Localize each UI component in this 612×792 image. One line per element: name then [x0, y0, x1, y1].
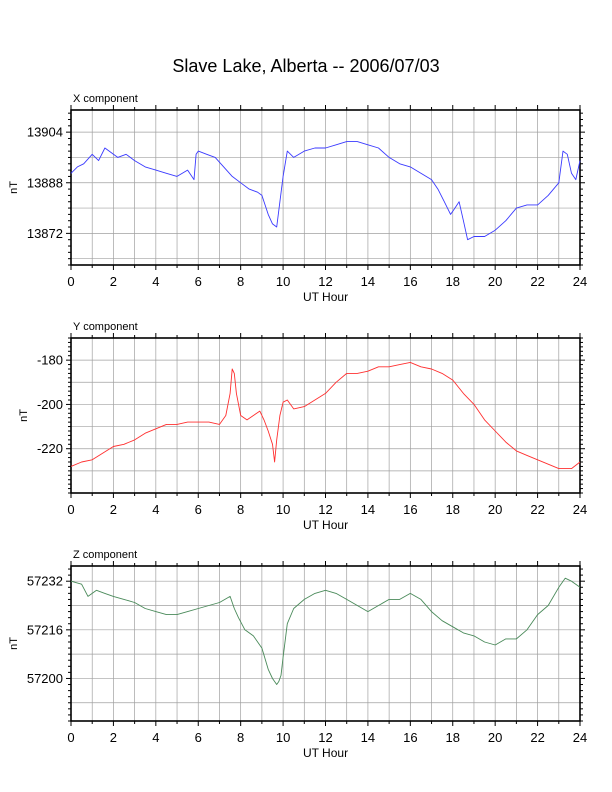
x-tick-label: 14	[361, 730, 375, 745]
data-series-line	[70, 577, 581, 685]
y-tick-label: 13904	[27, 125, 63, 140]
y-tick-label: -180	[37, 353, 63, 368]
x-tick-label: 20	[488, 274, 502, 289]
y-axis-label: nT	[8, 181, 20, 194]
x-tick-label: 16	[403, 730, 417, 745]
x-axis-label: UT Hour	[303, 746, 348, 760]
y-tick-label: 57216	[27, 622, 63, 637]
x-tick-label: 2	[110, 502, 117, 517]
x-tick-label: 0	[67, 502, 74, 517]
panel-label: Z component	[73, 549, 137, 561]
panel-label: X component	[73, 93, 138, 105]
y-tick-label: -220	[37, 441, 63, 456]
data-series-line	[70, 361, 581, 470]
x-tick-label: 18	[446, 274, 460, 289]
y-tick-label: 57200	[27, 671, 63, 686]
y-axis-label: nT	[18, 409, 30, 422]
x-tick-label: 16	[403, 274, 417, 289]
x-tick-label: 24	[573, 274, 587, 289]
x-tick-label: 24	[573, 730, 587, 745]
x-tick-label: 16	[403, 502, 417, 517]
x-tick-label: 8	[237, 730, 244, 745]
x-tick-label: 10	[276, 730, 290, 745]
x-tick-label: 12	[318, 502, 332, 517]
x-tick-label: 6	[195, 502, 202, 517]
y-tick-label: 13872	[27, 226, 63, 241]
x-tick-label: 22	[530, 274, 544, 289]
x-axis-label: UT Hour	[303, 518, 348, 532]
x-tick-label: 8	[237, 502, 244, 517]
y-axis-label: nT	[8, 637, 20, 650]
x-tick-label: 20	[488, 730, 502, 745]
x-tick-label: 8	[237, 274, 244, 289]
x-axis-label: UT Hour	[303, 290, 348, 304]
panel-label: Y component	[73, 321, 138, 333]
y-tick-label: 13888	[27, 175, 63, 190]
x-tick-label: 10	[276, 274, 290, 289]
x-tick-label: 4	[152, 502, 159, 517]
x-tick-label: 22	[530, 730, 544, 745]
x-tick-label: 6	[195, 730, 202, 745]
data-series-line	[70, 141, 581, 241]
x-tick-label: 4	[152, 730, 159, 745]
x-tick-label: 0	[67, 730, 74, 745]
x-tick-label: 22	[530, 502, 544, 517]
y-tick-label: 57232	[27, 574, 63, 589]
x-tick-label: 18	[446, 730, 460, 745]
x-tick-label: 4	[152, 274, 159, 289]
x-tick-label: 0	[67, 274, 74, 289]
x-tick-label: 2	[110, 730, 117, 745]
x-tick-label: 10	[276, 502, 290, 517]
x-tick-label: 14	[361, 502, 375, 517]
page-title: Slave Lake, Alberta -- 2006/07/03	[172, 56, 440, 76]
x-tick-label: 12	[318, 274, 332, 289]
y-tick-label: -200	[37, 397, 63, 412]
x-tick-label: 20	[488, 502, 502, 517]
x-tick-label: 12	[318, 730, 332, 745]
x-tick-label: 2	[110, 274, 117, 289]
x-tick-label: 24	[573, 502, 587, 517]
x-tick-label: 6	[195, 274, 202, 289]
x-tick-label: 14	[361, 274, 375, 289]
x-tick-label: 18	[446, 502, 460, 517]
